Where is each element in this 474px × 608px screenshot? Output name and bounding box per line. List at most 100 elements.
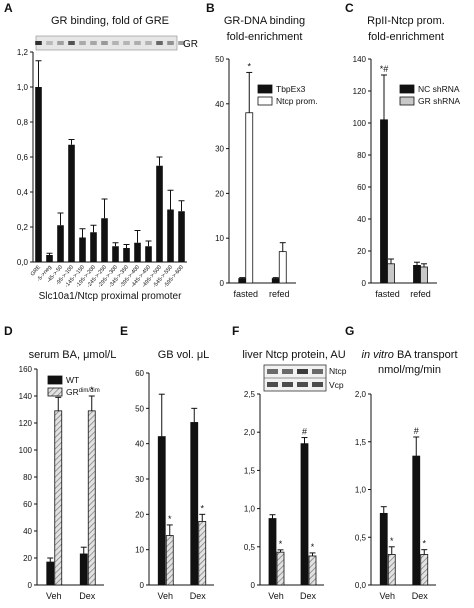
y-tick-label: 0,5 xyxy=(244,543,256,552)
blot-band-ntcp xyxy=(267,369,278,374)
blot-band xyxy=(134,41,141,45)
y-tick-label: 120 xyxy=(19,419,33,428)
bar xyxy=(46,561,55,586)
y-tick-label: 0 xyxy=(140,581,145,590)
y-tick-label: 10 xyxy=(135,546,144,555)
bar xyxy=(387,263,395,284)
legend-label: NC shRNA xyxy=(418,84,460,94)
bar xyxy=(238,278,247,284)
y-tick-label: 30 xyxy=(215,145,224,154)
blot-label-vcp: Vcp xyxy=(329,380,344,390)
panel-b: B GR-DNA binding fold-enrichment 0 10 20 30 40 5… xyxy=(206,1,318,299)
y-tick-label: 0 xyxy=(251,581,256,590)
y-tick-label: 60 xyxy=(23,500,32,509)
x-tick-label: Dex xyxy=(300,591,317,601)
x-tick-label: Dex xyxy=(412,591,429,601)
blot-band xyxy=(46,41,53,45)
x-tick-label: Veh xyxy=(46,591,62,601)
y-tick-label: 100 xyxy=(353,119,367,128)
panel-g-title-italic: in vitro xyxy=(362,349,394,361)
significance-marker: * xyxy=(311,542,315,552)
panel-a-title: GR binding, fold of GRE xyxy=(51,15,169,27)
y-tick-label: 50 xyxy=(215,55,224,64)
bar xyxy=(276,551,285,586)
y-tick-label: 20 xyxy=(135,510,144,519)
legend-swatch xyxy=(47,375,63,385)
significance-marker: * xyxy=(247,61,251,71)
legend-swatch xyxy=(399,84,415,94)
panel-b-title: GR-DNA binding xyxy=(224,15,305,27)
bar xyxy=(87,410,96,586)
y-tick-label: 1,5 xyxy=(244,466,256,475)
panel-c-title: fold-enrichment xyxy=(368,31,444,43)
x-tick-label: fasted xyxy=(233,289,258,299)
legend-label: Ntcp prom. xyxy=(276,96,318,106)
y-tick-label: 40 xyxy=(215,100,224,109)
panel-g-title-line2: nmol/mg/min xyxy=(378,364,441,376)
significance-marker: * xyxy=(200,503,204,513)
significance-marker: # xyxy=(302,427,307,437)
y-tick-label: 80 xyxy=(23,473,32,482)
x-tick-label: Dex xyxy=(79,591,96,601)
blot-band xyxy=(145,41,152,45)
y-tick-label: 20 xyxy=(357,247,366,256)
panel-a: A GR binding, fold of GRE 0,0 0,2 0,4 0,6 0,8 1… xyxy=(4,1,198,302)
y-tick-label: 0,4 xyxy=(17,188,29,197)
bar xyxy=(245,112,254,284)
significance-marker: * xyxy=(279,539,283,549)
y-tick-label: 20 xyxy=(215,189,224,198)
bar xyxy=(68,144,75,262)
blot-band-ntcp xyxy=(297,369,308,374)
panel-letter-g: G xyxy=(345,324,354,338)
panel-c: C RpII-Ntcp prom. fold-enrichment 0 20 40 60 80… xyxy=(345,1,460,299)
x-axis-label: Slc10a1/Ntcp proximal promoter xyxy=(39,291,183,302)
bar xyxy=(79,553,88,586)
y-tick-label: 1,2 xyxy=(17,48,29,57)
panel-g: Gin vitro BA transport nmol/mg/min 0,0 0,5 1… xyxy=(345,324,458,601)
y-tick-label: 40 xyxy=(357,215,366,224)
y-tick-label: 60 xyxy=(357,183,366,192)
blot-band xyxy=(156,41,163,45)
blot-band-vcp xyxy=(312,382,323,387)
bar xyxy=(134,242,141,262)
panel-letter-f: F xyxy=(232,324,239,338)
legend-swatch xyxy=(257,96,273,106)
y-tick-label: 140 xyxy=(19,392,33,401)
bar xyxy=(300,443,309,586)
bar xyxy=(268,518,277,586)
y-tick-label: 2,0 xyxy=(355,390,367,399)
legend-label-main: WT xyxy=(66,375,79,385)
y-tick-label: 2,0 xyxy=(244,428,256,437)
significance-marker: * xyxy=(390,536,394,546)
bar xyxy=(380,119,388,284)
y-tick-label: 40 xyxy=(23,527,32,536)
x-tick-label: Veh xyxy=(157,591,173,601)
blot-band xyxy=(35,41,42,45)
legend-label: GR shRNA xyxy=(418,96,460,106)
legend-label: TbpEx3 xyxy=(276,84,306,94)
significance-marker: *# xyxy=(380,64,389,74)
y-tick-label: 30 xyxy=(135,475,144,484)
y-tick-label: 0 xyxy=(220,279,225,288)
bar xyxy=(420,266,428,284)
bar xyxy=(278,251,287,284)
bar xyxy=(413,264,421,284)
panel-e: E GB vol. μL 0 10 20 30 40 50 60 * Veh * Dex xyxy=(120,324,214,601)
blot-band xyxy=(57,41,64,45)
blot-band xyxy=(178,41,185,45)
charts-layer: A GR binding, fold of GRE 0,0 0,2 0,4 0,6 0,8 1… xyxy=(4,1,460,601)
bar xyxy=(387,554,396,586)
significance-marker: * xyxy=(422,539,426,549)
x-tick-label: Veh xyxy=(268,591,284,601)
y-tick-label: 40 xyxy=(135,440,144,449)
y-tick-label: 20 xyxy=(23,554,32,563)
panel-letter-c: C xyxy=(345,1,354,15)
y-tick-label: 10 xyxy=(215,234,224,243)
blot-band-vcp xyxy=(267,382,278,387)
y-tick-label: 140 xyxy=(353,55,367,64)
blot-band-vcp xyxy=(297,382,308,387)
blot-band xyxy=(90,41,97,45)
y-tick-label: 0 xyxy=(362,279,367,288)
bar xyxy=(112,246,119,262)
